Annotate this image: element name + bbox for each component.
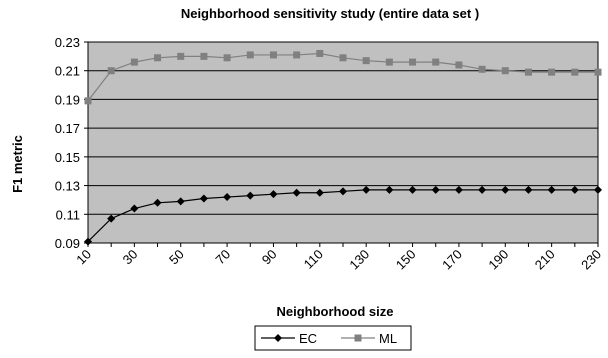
x-tick-labels: 10 30 50 70 90 110 130 150 170 190 210 230 (73, 243, 604, 272)
point-ec-4 (176, 197, 185, 206)
point-ml-22 (594, 68, 602, 76)
point-ml-1 (107, 67, 115, 75)
x-tick-label-6: 130 (346, 247, 372, 273)
point-ec-14 (408, 185, 417, 194)
point-ml-5 (200, 52, 208, 60)
x-tick-label-7: 150 (393, 247, 419, 273)
x-tick-label-11: 230 (578, 247, 604, 273)
point-ec-1 (107, 214, 116, 223)
point-ec-19 (524, 185, 533, 194)
x-axis-title: Neighborhood size (277, 304, 394, 319)
y-tick-labels: 0.09 0.11 0.13 0.15 0.17 0.19 0.21 0.23 (55, 35, 88, 251)
legend-label-ml: ML (379, 331, 397, 346)
y-tick-label-7: 0.23 (55, 35, 80, 50)
point-ec-18 (501, 185, 510, 194)
point-ec-9 (292, 188, 301, 197)
x-tick-label-10: 210 (532, 247, 558, 273)
x-tick-label-4: 90 (259, 247, 280, 268)
y-tick-label-3: 0.15 (55, 150, 80, 165)
point-ml-9 (293, 51, 301, 59)
point-ec-20 (547, 185, 556, 194)
point-ec-21 (570, 185, 579, 194)
point-ec-16 (454, 185, 463, 194)
x-tick-label-1: 30 (120, 247, 141, 268)
legend: EC ML (254, 325, 412, 351)
x-tick-label-2: 50 (166, 247, 187, 268)
point-ml-13 (385, 58, 393, 66)
x-tick-label-3: 70 (212, 247, 233, 268)
plot-area (88, 42, 598, 243)
legend-marker-ec (274, 334, 282, 342)
series-ec (84, 185, 602, 246)
point-ml-20 (548, 68, 556, 76)
point-ec-15 (431, 185, 440, 194)
point-ec-5 (199, 194, 208, 203)
point-ml-17 (478, 65, 486, 73)
x-tick-label-5: 110 (301, 247, 326, 272)
y-tick-label-0: 0.09 (55, 236, 80, 251)
point-ml-7 (246, 51, 254, 59)
point-ec-22 (594, 185, 602, 194)
y-tick-label-4: 0.17 (55, 121, 80, 136)
point-ml-15 (432, 58, 440, 66)
point-ml-16 (455, 61, 463, 69)
point-ml-6 (223, 54, 231, 62)
point-ml-4 (177, 52, 185, 60)
y-tick-label-1: 0.11 (56, 207, 80, 222)
point-ml-21 (571, 68, 579, 76)
point-ml-11 (339, 54, 347, 62)
x-tick-label-8: 170 (439, 247, 465, 273)
point-ec-11 (339, 187, 347, 196)
x-tick-label-9: 190 (485, 247, 511, 273)
legend-label-ec: EC (299, 331, 317, 346)
y-tick-label-6: 0.21 (55, 64, 80, 79)
point-ml-18 (501, 67, 509, 75)
point-ml-2 (130, 58, 138, 66)
point-ec-13 (385, 185, 394, 194)
legend-marker-ml (354, 334, 362, 342)
point-ml-3 (154, 54, 162, 62)
point-ml-14 (409, 58, 417, 66)
point-ec-6 (223, 193, 232, 202)
point-ec-10 (315, 188, 324, 197)
point-ec-12 (362, 185, 371, 194)
point-ml-19 (524, 68, 532, 76)
point-ec-8 (269, 190, 278, 199)
point-ec-7 (246, 191, 255, 200)
point-ml-12 (362, 57, 370, 65)
point-ec-3 (153, 198, 162, 207)
y-tick-label-5: 0.19 (55, 92, 80, 107)
chart-title: Neighborhood sensitivity study (entire d… (181, 6, 479, 21)
point-ec-17 (478, 185, 487, 194)
point-ec-2 (130, 204, 139, 213)
y-tick-label-2: 0.13 (55, 179, 80, 194)
y-axis-title: F1 metric (10, 135, 25, 193)
series-ml (84, 49, 602, 105)
point-ml-8 (269, 51, 277, 59)
point-ml-0 (84, 97, 92, 105)
series-group (84, 49, 602, 246)
point-ec-0 (84, 237, 92, 246)
point-ml-10 (316, 49, 324, 57)
